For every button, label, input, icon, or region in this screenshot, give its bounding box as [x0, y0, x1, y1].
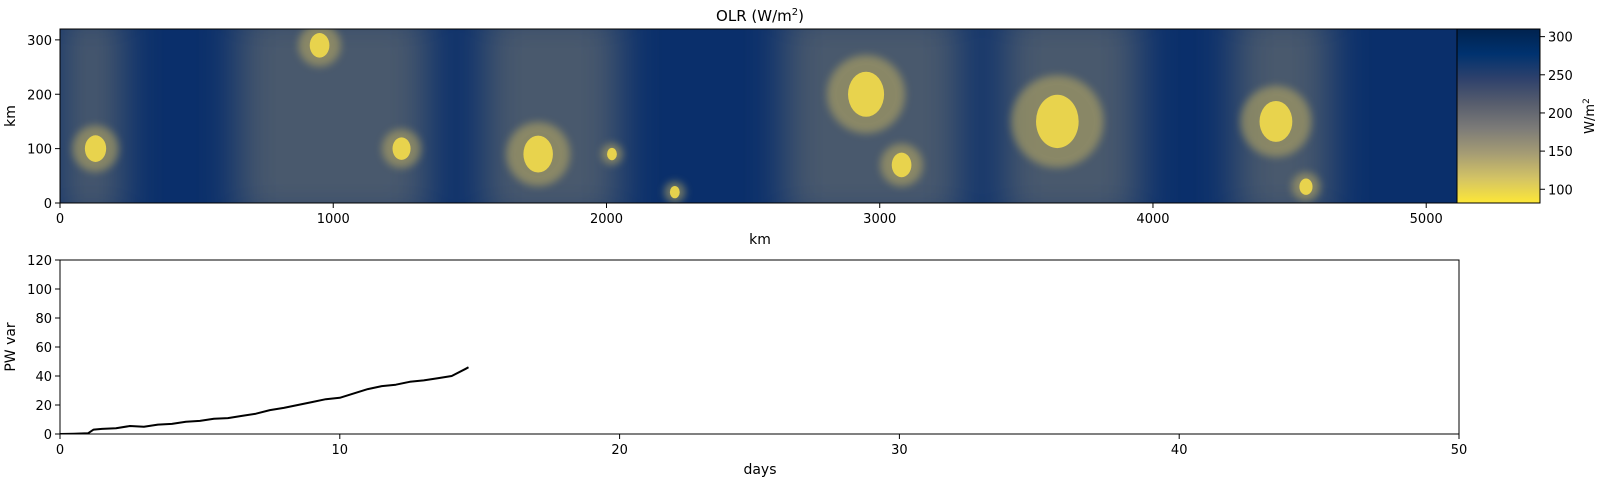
- olr-x-tick-label: 4000: [1136, 212, 1169, 227]
- moist-band: [483, 29, 621, 203]
- pw-x-axis-label: days: [743, 462, 776, 478]
- cloud-core: [84, 135, 107, 162]
- cloud-core: [1036, 94, 1079, 149]
- colorbar-gradient: [1456, 28, 1541, 204]
- colorbar-ticks: 100 150 200 250 300: [1540, 31, 1573, 198]
- olr-x-tick-label: 1000: [317, 212, 350, 227]
- colorbar-label: W/m2: [1582, 98, 1598, 134]
- pw-var-series-line: [60, 366, 469, 434]
- cloud-core: [607, 147, 617, 161]
- pw-y-tick-label: 60: [35, 341, 52, 356]
- colorbar-tick-label: 300: [1548, 31, 1573, 46]
- cloud-core: [848, 71, 885, 117]
- olr-y-tick-label: 300: [27, 34, 52, 49]
- pw-x-tick-label: 0: [56, 443, 64, 458]
- pw-y-tick-label: 20: [35, 399, 52, 414]
- pw-y-tick-label: 80: [35, 312, 52, 327]
- colorbar-tick-label: 250: [1548, 69, 1573, 84]
- olr-y-axis: 0 100 200 300: [27, 34, 60, 212]
- cloud-core: [523, 135, 553, 173]
- olr-y-tick-label: 100: [27, 143, 52, 158]
- pw-x-tick-label: 50: [1451, 443, 1468, 458]
- cloud-core: [1259, 100, 1293, 142]
- olr-y-axis-label: km: [3, 105, 19, 127]
- olr-x-tick-label: 3000: [863, 212, 896, 227]
- pw-y-axis-label: PW var: [3, 322, 19, 372]
- colorbar-tick-label: 150: [1548, 145, 1573, 160]
- pw-y-tick-label: 40: [35, 370, 52, 385]
- pw-x-axis: 0 10 20 30 40 50: [56, 434, 1467, 458]
- cloud-core: [392, 137, 411, 160]
- moist-band: [60, 29, 123, 203]
- olr-title: OLR (W/m2): [716, 7, 804, 25]
- olr-y-tick-label: 0: [44, 197, 52, 212]
- cloud-core: [891, 152, 912, 178]
- olr-x-tick-label: 2000: [590, 212, 623, 227]
- olr-field: [60, 29, 1459, 203]
- pw-y-tick-label: 100: [27, 283, 52, 298]
- pw-y-axis: 0 20 40 60 80 100 120: [27, 254, 60, 443]
- olr-heatmap-panel: OLR (W/m2) 0 1000 2000 3000 4000 5000 0 100 200…: [3, 7, 1460, 248]
- olr-x-tick-label: 0: [56, 212, 64, 227]
- pw-plot-frame: [59, 259, 1460, 435]
- olr-colorbar: 100 150 200 250 300 W/m2: [1456, 28, 1598, 204]
- cloud-core: [309, 33, 330, 58]
- pw-var-panel: 0 10 20 30 40 50 0 20 40 60 80 100 120 days PW var: [3, 254, 1467, 478]
- pw-y-tick-label: 0: [44, 428, 52, 443]
- cloud-core: [1299, 178, 1313, 195]
- olr-y-tick-label: 200: [27, 88, 52, 103]
- olr-x-axis: 0 1000 2000 3000 4000 5000: [56, 203, 1443, 227]
- cloud-core: [669, 185, 680, 199]
- pw-x-tick-label: 10: [332, 443, 349, 458]
- olr-x-tick-label: 5000: [1410, 212, 1443, 227]
- pw-x-tick-label: 30: [891, 443, 908, 458]
- olr-cloud-clusters: [72, 29, 1321, 203]
- pw-x-tick-label: 20: [611, 443, 628, 458]
- colorbar-tick-label: 200: [1548, 107, 1573, 122]
- colorbar-tick-label: 100: [1548, 183, 1573, 198]
- pw-y-tick-label: 120: [27, 254, 52, 269]
- pw-x-tick-label: 40: [1171, 443, 1188, 458]
- olr-x-axis-label: km: [749, 232, 771, 248]
